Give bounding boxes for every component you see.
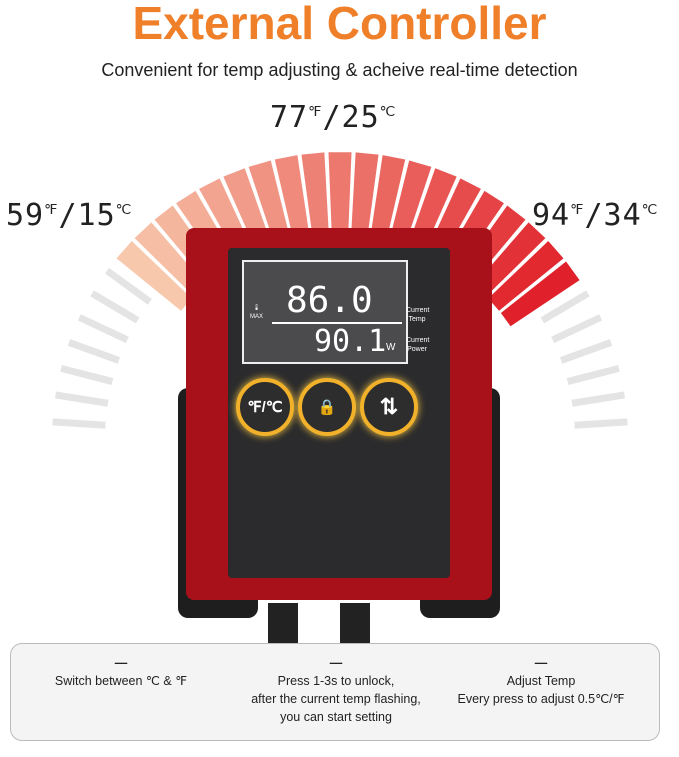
gauge-segment — [566, 364, 620, 385]
note-unlock: — Press 1-3s to unlock, after the current … — [251, 656, 421, 724]
gauge-label-top: 77℉/25℃ — [270, 100, 397, 135]
gauge-segment — [328, 152, 352, 236]
adjust-button[interactable]: ⇅ — [360, 378, 418, 436]
unit-toggle-button[interactable]: ℉/℃ — [236, 378, 294, 436]
gauge-segment — [77, 314, 129, 344]
gauge-segment — [52, 418, 106, 429]
current-temp-label: Current Temp — [406, 307, 430, 323]
gauge-segment — [389, 160, 432, 246]
cable-left — [268, 603, 298, 643]
gauge-segment — [500, 261, 580, 327]
gauge-segment — [248, 160, 291, 246]
subtitle: Convenient for temp adjusting & acheive … — [101, 60, 578, 80]
gauge-segment — [540, 290, 590, 324]
note-adjust-temp: — Adjust Temp Every press to adjust 0.5℃/℉ — [457, 656, 625, 706]
lcd-divider — [272, 322, 402, 324]
gauge-segment — [370, 155, 406, 241]
instructions-panel: — Switch between ℃ & ℉ — Press 1-3s to unl… — [10, 643, 660, 741]
gauge-segment — [551, 314, 603, 344]
gauge-segment — [54, 391, 109, 407]
gauge-segment — [90, 290, 140, 324]
gauge-segment — [274, 155, 310, 241]
gauge-segment — [474, 222, 546, 297]
gauge-segment — [559, 339, 613, 364]
controller-device: 🌡 MAX 86.0 90.1 W Current Temp Current Po… — [178, 228, 500, 643]
gauge-segment — [351, 152, 379, 237]
gauge-segment — [301, 152, 329, 237]
thermometer-icon: 🌡 MAX — [250, 305, 264, 320]
power-unit: W — [386, 342, 396, 353]
gauge-segment — [116, 241, 192, 311]
gauge-segment — [60, 364, 114, 385]
gauge-segment — [574, 418, 628, 429]
gauge-segment — [67, 339, 121, 364]
gauge-segment — [488, 241, 564, 311]
gauge-label-right: 94℉/34℃ — [532, 198, 659, 233]
cable-right — [340, 603, 370, 643]
gauge-segment — [571, 391, 626, 407]
gauge-label-left: 59℉/15℃ — [6, 198, 133, 233]
lock-button[interactable]: 🔒 — [298, 378, 356, 436]
current-temp: 86.0 — [286, 280, 373, 321]
current-power-label: Current Power — [406, 337, 430, 353]
gauge-segment — [104, 267, 152, 305]
note-unit-switch: — Switch between ℃ & ℉ — [54, 656, 188, 688]
lcd-screen: 🌡 MAX 86.0 90.1 W — [242, 260, 408, 364]
current-power: 90.1 — [314, 324, 387, 359]
title: External Controller — [132, 0, 547, 49]
